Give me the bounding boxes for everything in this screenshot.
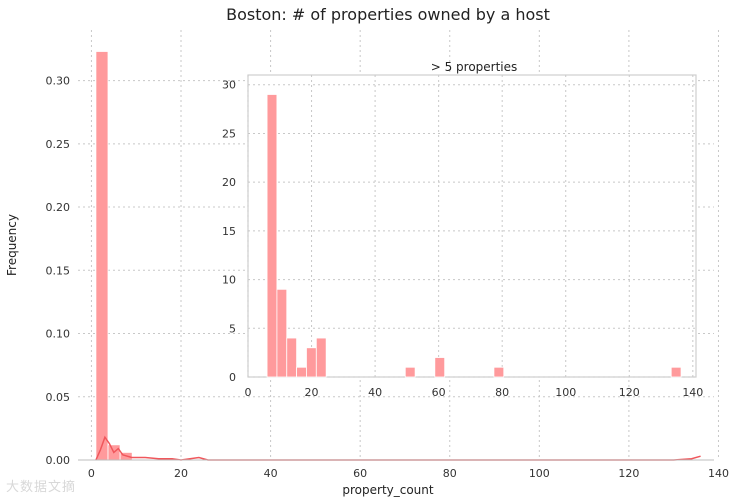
main-y-tick-labels: 0.00 0.05 0.10 0.15 0.20 0.25 0.30 — [46, 75, 71, 467]
x-tick-label: 60 — [432, 386, 446, 399]
y-tick-label: 0.00 — [46, 454, 71, 467]
inset-chart: 0 20 40 60 80 100 120 140 0 5 10 15 20 25 30 > 5 prop… — [222, 60, 703, 399]
histogram-bar — [493, 366, 505, 378]
main-histogram-bars — [95, 51, 133, 461]
x-tick-label: 80 — [495, 386, 509, 399]
histogram-bar — [296, 366, 307, 378]
histogram-bar — [315, 337, 327, 378]
histogram-bar — [434, 357, 446, 378]
x-tick-label: 80 — [443, 467, 457, 480]
main-x-tick-labels: 0 20 40 60 80 100 120 140 — [88, 467, 729, 480]
x-tick-label: 20 — [305, 386, 319, 399]
inset-y-tick-labels: 0 5 10 15 20 25 30 — [222, 79, 236, 384]
inset-x-tick-labels: 0 20 40 60 80 100 120 140 — [245, 386, 704, 399]
x-tick-label: 40 — [368, 386, 382, 399]
inset-histogram-bars — [266, 94, 682, 378]
y-tick-label: 0 — [229, 371, 236, 384]
y-tick-label: 15 — [222, 225, 236, 238]
y-tick-label: 0.15 — [46, 264, 71, 277]
inset-title: > 5 properties — [431, 60, 518, 74]
x-tick-label: 140 — [682, 386, 703, 399]
y-tick-label: 0.05 — [46, 391, 71, 404]
y-tick-label: 20 — [222, 176, 236, 189]
x-tick-label: 120 — [618, 467, 639, 480]
x-tick-label: 100 — [529, 467, 550, 480]
y-tick-label: 0.20 — [46, 201, 71, 214]
y-tick-label: 5 — [229, 322, 236, 335]
x-axis-label: property_count — [342, 483, 434, 497]
histogram-bar — [95, 51, 109, 461]
y-tick-label: 0.10 — [46, 328, 71, 341]
y-axis-label: Frequency — [5, 214, 19, 276]
inset-gridlines — [247, 75, 696, 378]
x-tick-label: 20 — [174, 467, 188, 480]
y-tick-label: 0.25 — [46, 138, 71, 151]
histogram-bar — [286, 337, 298, 378]
x-tick-label: 100 — [555, 386, 576, 399]
histogram-bar — [404, 366, 416, 378]
histogram-bar — [266, 94, 278, 378]
y-tick-label: 25 — [222, 127, 236, 140]
histogram-bar — [276, 288, 288, 378]
x-tick-label: 120 — [619, 386, 640, 399]
y-tick-label: 0.30 — [46, 75, 71, 88]
chart-title: Boston: # of properties owned by a host — [226, 5, 550, 24]
inset-background — [247, 74, 697, 378]
histogram-bar — [306, 347, 317, 378]
x-tick-label: 0 — [245, 386, 252, 399]
y-tick-label: 30 — [222, 79, 236, 92]
x-tick-label: 140 — [708, 467, 729, 480]
histogram-bar — [670, 366, 682, 378]
x-tick-label: 60 — [353, 467, 367, 480]
x-tick-label: 0 — [88, 467, 95, 480]
watermark: 大数据文摘 — [6, 480, 77, 495]
main-kde-curve — [95, 435, 701, 461]
x-tick-label: 40 — [264, 467, 278, 480]
y-tick-label: 10 — [222, 274, 236, 287]
